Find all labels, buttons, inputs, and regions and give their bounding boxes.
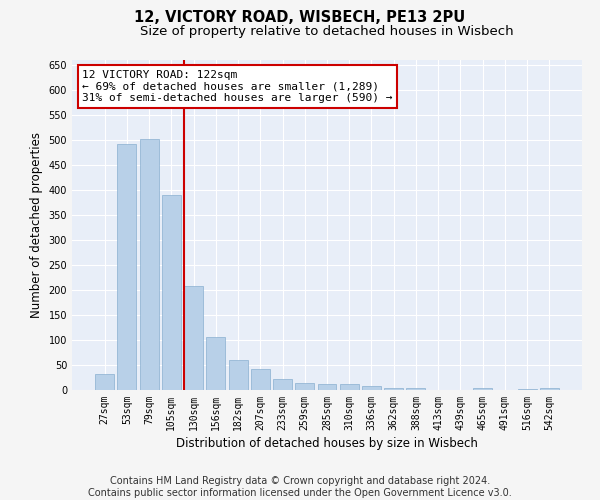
Bar [384,388,403,390]
Bar [540,388,559,390]
Text: 12, VICTORY ROAD, WISBECH, PE13 2PU: 12, VICTORY ROAD, WISBECH, PE13 2PU [134,10,466,25]
Bar [295,382,314,390]
Bar [140,138,158,390]
Bar [340,384,359,390]
Bar [184,286,203,390]
Bar [317,384,337,390]
Bar [95,374,114,390]
Text: 12 VICTORY ROAD: 122sqm
← 69% of detached houses are smaller (1,289)
31% of semi: 12 VICTORY ROAD: 122sqm ← 69% of detache… [82,70,392,103]
Bar [273,379,292,390]
Bar [229,360,248,390]
X-axis label: Distribution of detached houses by size in Wisbech: Distribution of detached houses by size … [176,437,478,450]
Y-axis label: Number of detached properties: Number of detached properties [30,132,43,318]
Title: Size of property relative to detached houses in Wisbech: Size of property relative to detached ho… [140,25,514,38]
Bar [473,388,492,390]
Bar [118,144,136,390]
Bar [518,389,536,390]
Bar [206,336,225,390]
Bar [406,388,425,390]
Text: Contains HM Land Registry data © Crown copyright and database right 2024.
Contai: Contains HM Land Registry data © Crown c… [88,476,512,498]
Bar [251,369,270,390]
Bar [362,386,381,390]
Bar [162,195,181,390]
